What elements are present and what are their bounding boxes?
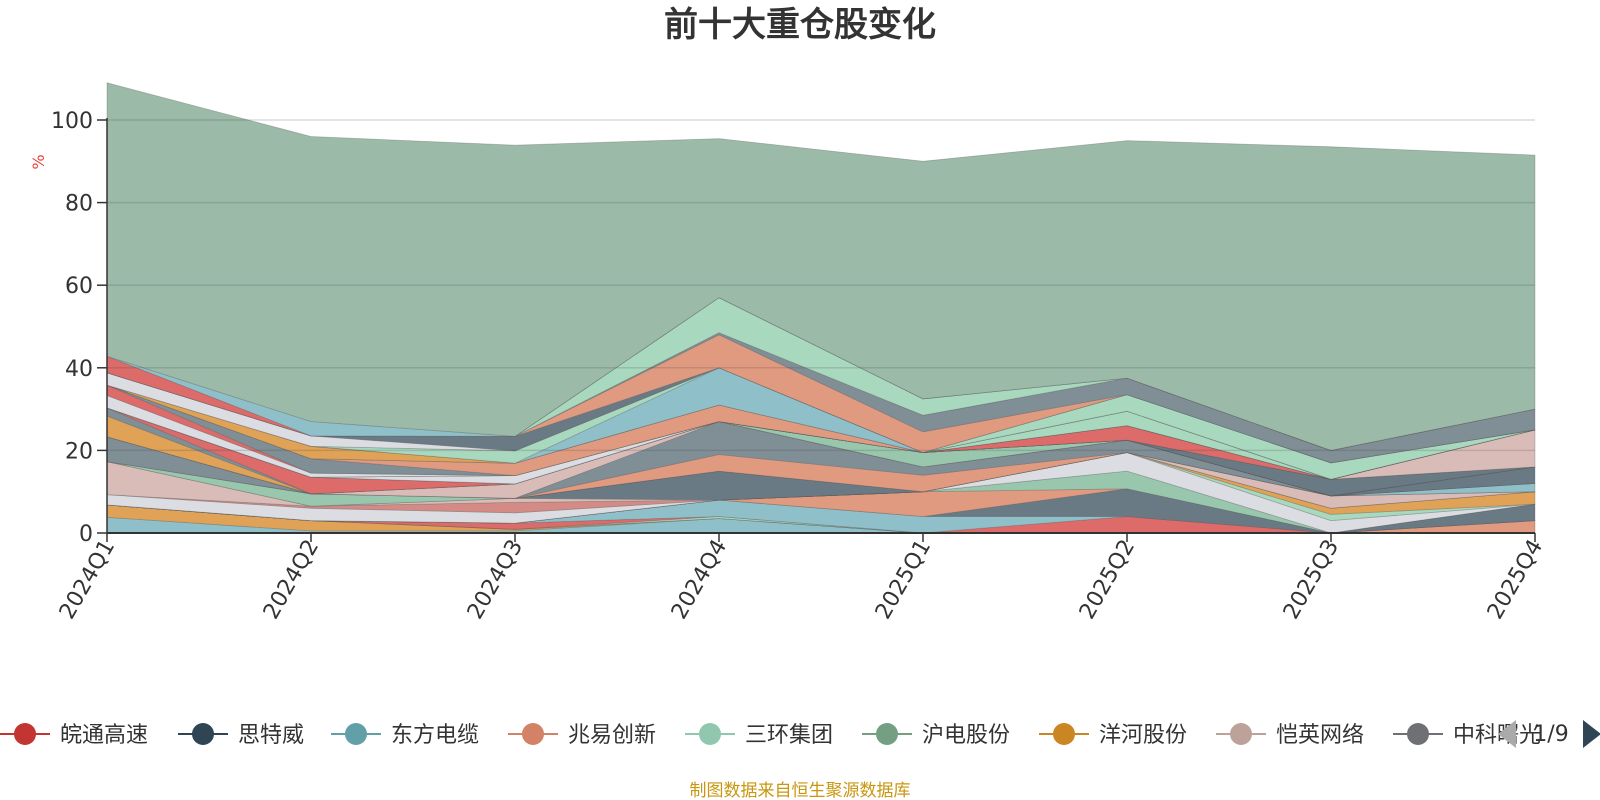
area-series-17 [106, 452, 1536, 499]
x-tick-label: 2025Q4 [1483, 536, 1548, 624]
legend-marker [14, 723, 36, 745]
legend-marker [1053, 723, 1075, 745]
x-tick-label: 2025Q3 [1279, 536, 1344, 624]
legend-marker [345, 723, 367, 745]
legend-label: 思特威 [238, 723, 304, 748]
legend-item-8[interactable]: 中科曙光 [1393, 723, 1541, 748]
legend-label: 皖通高速 [60, 723, 148, 748]
area-series-23 [106, 415, 1536, 497]
y-tick-label: 80 [65, 192, 93, 217]
legend-prev-icon[interactable] [1498, 720, 1516, 748]
legend-item-0[interactable]: 皖通高速 [0, 723, 148, 748]
area-series-46 [106, 82, 1536, 451]
x-tick-label: 2024Q4 [667, 536, 732, 624]
legend-marker [522, 723, 544, 745]
stacked-area-group [106, 82, 1536, 534]
y-tick-label: 0 [79, 522, 93, 547]
legend-item-2[interactable]: 东方电缆 [331, 723, 479, 748]
legend-marker [1230, 723, 1252, 745]
legend-item-7[interactable]: 恺英网络 [1216, 723, 1364, 748]
legend-label: 东方电缆 [391, 723, 479, 748]
legend: 皖通高速 思特威 东方电缆 兆易创新 三环集团 沪电股份 洋河股份 恺英网络 中科曙光 [0, 723, 1541, 748]
x-tick-label: 2024Q3 [463, 536, 528, 624]
legend-item-3[interactable]: 兆易创新 [508, 723, 656, 748]
legend-page-indicator: 1/9 [1533, 722, 1568, 747]
y-tick-label: 60 [65, 274, 93, 299]
x-tick-label: 2025Q1 [871, 536, 936, 624]
legend-marker [876, 723, 898, 745]
legend-label: 三环集团 [745, 723, 833, 748]
legend-label: 恺英网络 [1276, 723, 1364, 748]
legend-marker [1407, 723, 1429, 745]
legend-item-6[interactable]: 洋河股份 [1039, 723, 1187, 748]
legend-pager: 1/9 [1498, 720, 1600, 748]
source-note: 制图数据来自恒生聚源数据库 [690, 781, 911, 800]
legend-item-4[interactable]: 三环集团 [685, 723, 833, 748]
chart-title: 前十大重仓股变化 [664, 5, 936, 45]
y-tick-label: 100 [51, 109, 93, 134]
y-axis-unit: % [29, 154, 48, 169]
x-tick-label: 2024Q1 [55, 536, 120, 624]
x-tick-label: 2024Q2 [259, 536, 324, 624]
area-series-24 [106, 407, 1536, 497]
legend-marker [192, 723, 214, 745]
area-series-2 [106, 504, 1536, 534]
legend-next-icon[interactable] [1583, 720, 1600, 748]
legend-marker [699, 723, 721, 745]
legend-label: 兆易创新 [568, 723, 656, 748]
legend-label: 中科曙光 [1453, 723, 1541, 748]
legend-item-5[interactable]: 沪电股份 [862, 723, 1010, 748]
y-tick-label: 20 [65, 439, 93, 464]
legend-label: 洋河股份 [1099, 723, 1187, 748]
area-series-21 [106, 421, 1536, 497]
legend-label: 沪电股份 [922, 723, 1010, 748]
legend-item-1[interactable]: 思特威 [178, 723, 304, 748]
grid-lines [107, 119, 1535, 452]
x-tick-label: 2025Q2 [1075, 536, 1140, 624]
y-tick-label: 40 [65, 357, 93, 382]
